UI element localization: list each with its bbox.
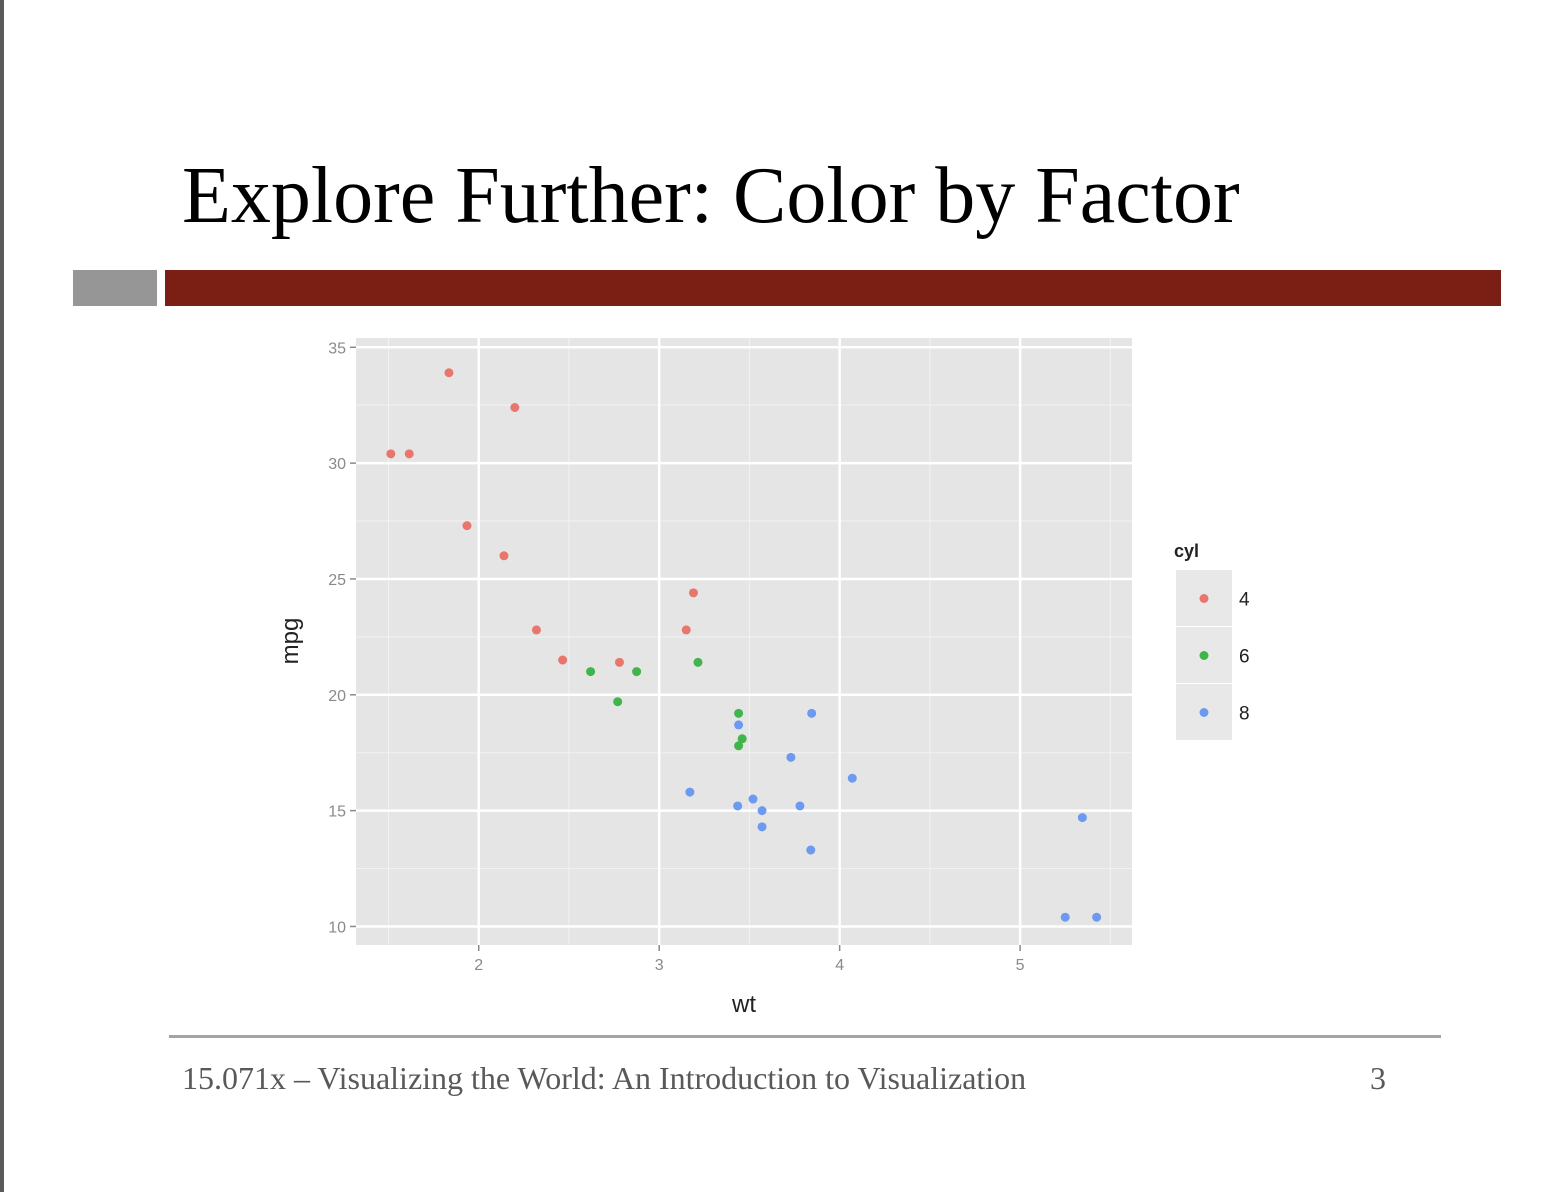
y-tick-label-10: 10 [328, 919, 346, 936]
y-tick-label-20: 20 [328, 688, 346, 705]
legend-key-4 [1199, 594, 1209, 603]
footer-course-title: 15.071x – Visualizing the World: An Intr… [182, 1060, 1027, 1096]
point-cyl-8-3 [748, 794, 758, 804]
page-number: 3 [1370, 1060, 1386, 1096]
y-axis-title: mpg [277, 618, 304, 665]
point-cyl-8-13 [1092, 912, 1102, 922]
axis-tick-labels: 2 3 4 5 10 15 20 25 30 35 [328, 340, 1024, 974]
data-points [386, 368, 1102, 922]
point-cyl-4-6 [531, 625, 541, 635]
x-tick-label-4: 4 [835, 957, 844, 974]
point-cyl-4-9 [681, 625, 691, 635]
point-cyl-4-2 [444, 368, 454, 378]
point-cyl-6-2 [632, 667, 642, 677]
point-cyl-8-5 [757, 806, 767, 816]
point-cyl-8-7 [795, 801, 805, 811]
point-cyl-6-6 [737, 734, 747, 744]
point-cyl-8-6 [786, 752, 796, 762]
point-cyl-4-3 [462, 521, 472, 531]
plot-panel [356, 338, 1132, 945]
point-cyl-8-11 [1060, 912, 1070, 922]
point-cyl-8-4 [757, 822, 767, 832]
point-cyl-6-0 [586, 667, 596, 677]
point-cyl-4-5 [510, 403, 520, 413]
y-tick-label-30: 30 [328, 456, 346, 473]
legend: cyl 4 6 8 [1174, 541, 1250, 740]
point-cyl-4-0 [386, 449, 396, 459]
scatter-chart: 2 3 4 5 10 15 20 25 30 35 wt mpg cyl 4 6 8 [277, 338, 1250, 1018]
x-axis-title: wt [731, 991, 756, 1018]
point-cyl-8-0 [685, 787, 695, 797]
point-cyl-8-9 [807, 708, 817, 718]
slide-title: Explore Further: Color by Factor [182, 152, 1240, 240]
point-cyl-8-1 [733, 801, 743, 811]
y-tick-label-15: 15 [328, 804, 346, 821]
point-cyl-4-1 [404, 449, 414, 459]
minor-gridlines [356, 338, 1132, 945]
point-cyl-4-10 [688, 588, 698, 598]
x-tick-label-3: 3 [655, 957, 664, 974]
legend-label-4: 4 [1239, 590, 1250, 611]
point-cyl-8-8 [806, 845, 816, 855]
title-accent-red-bar [165, 270, 1501, 306]
point-cyl-6-4 [734, 708, 744, 718]
point-cyl-6-3 [693, 657, 703, 667]
legend-key-6 [1199, 651, 1209, 660]
point-cyl-4-8 [614, 657, 624, 667]
legend-label-8: 8 [1239, 704, 1250, 725]
point-cyl-8-12 [1077, 813, 1087, 823]
y-tick-label-25: 25 [328, 572, 346, 589]
legend-label-6: 6 [1239, 647, 1250, 668]
axis-ticks [350, 346, 1021, 951]
point-cyl-8-10 [847, 773, 857, 783]
left-edge-bar [0, 0, 4, 1192]
point-cyl-4-7 [558, 655, 568, 665]
legend-title: cyl [1174, 541, 1199, 561]
point-cyl-6-1 [613, 697, 623, 707]
footer-divider [169, 1035, 1441, 1038]
x-tick-label-2: 2 [474, 957, 483, 974]
y-tick-label-35: 35 [328, 340, 346, 357]
major-gridlines [356, 338, 1132, 945]
point-cyl-4-4 [499, 551, 509, 561]
title-accent-gray-bar [73, 270, 157, 306]
point-cyl-6-5 [734, 741, 744, 751]
x-tick-label-5: 5 [1016, 957, 1025, 974]
point-cyl-8-2 [734, 720, 744, 730]
legend-key-8 [1199, 708, 1209, 717]
